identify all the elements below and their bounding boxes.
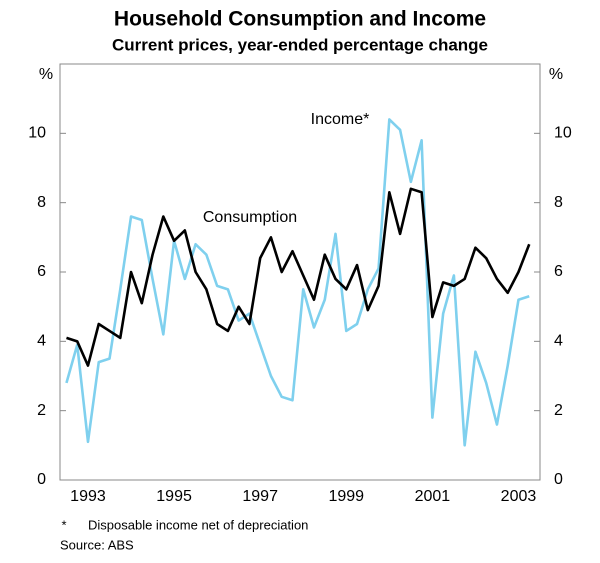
chart-title: Household Consumption and Income xyxy=(114,8,486,31)
footnote: Disposable income net of depreciation xyxy=(88,517,308,532)
x-tick-label: 1999 xyxy=(328,488,364,505)
y2-tick-label: 8 xyxy=(554,194,563,211)
series-line xyxy=(65,118,530,447)
x-tick-label: 2003 xyxy=(501,488,537,505)
y-axis-label: % xyxy=(39,66,53,83)
y2-tick-label: 10 xyxy=(554,125,572,142)
series-line xyxy=(66,187,531,367)
y-tick-label: 4 xyxy=(37,333,46,350)
y2-tick-label: 2 xyxy=(554,402,563,419)
annotation: Consumption xyxy=(203,209,297,226)
x-tick-label: 2001 xyxy=(415,488,451,505)
x-tick-label: 1993 xyxy=(70,488,106,505)
footnote-marker: * xyxy=(61,517,66,532)
x-tick-label: 1997 xyxy=(242,488,278,505)
y2-tick-label: 4 xyxy=(554,333,563,350)
y2-tick-label: 0 xyxy=(554,471,563,488)
y-tick-label: 10 xyxy=(28,125,46,142)
x-tick-label: 1995 xyxy=(156,488,192,505)
y-tick-label: 0 xyxy=(37,471,46,488)
chart-subtitle: Current prices, year-ended percentage ch… xyxy=(112,35,488,54)
y-tick-label: 8 xyxy=(37,194,46,211)
y-tick-label: 2 xyxy=(37,402,46,419)
source: Source: ABS xyxy=(60,537,134,552)
annotation: Income* xyxy=(311,111,370,128)
y-tick-label: 6 xyxy=(37,263,46,280)
y2-axis-label: % xyxy=(549,66,563,83)
y2-tick-label: 6 xyxy=(554,263,563,280)
